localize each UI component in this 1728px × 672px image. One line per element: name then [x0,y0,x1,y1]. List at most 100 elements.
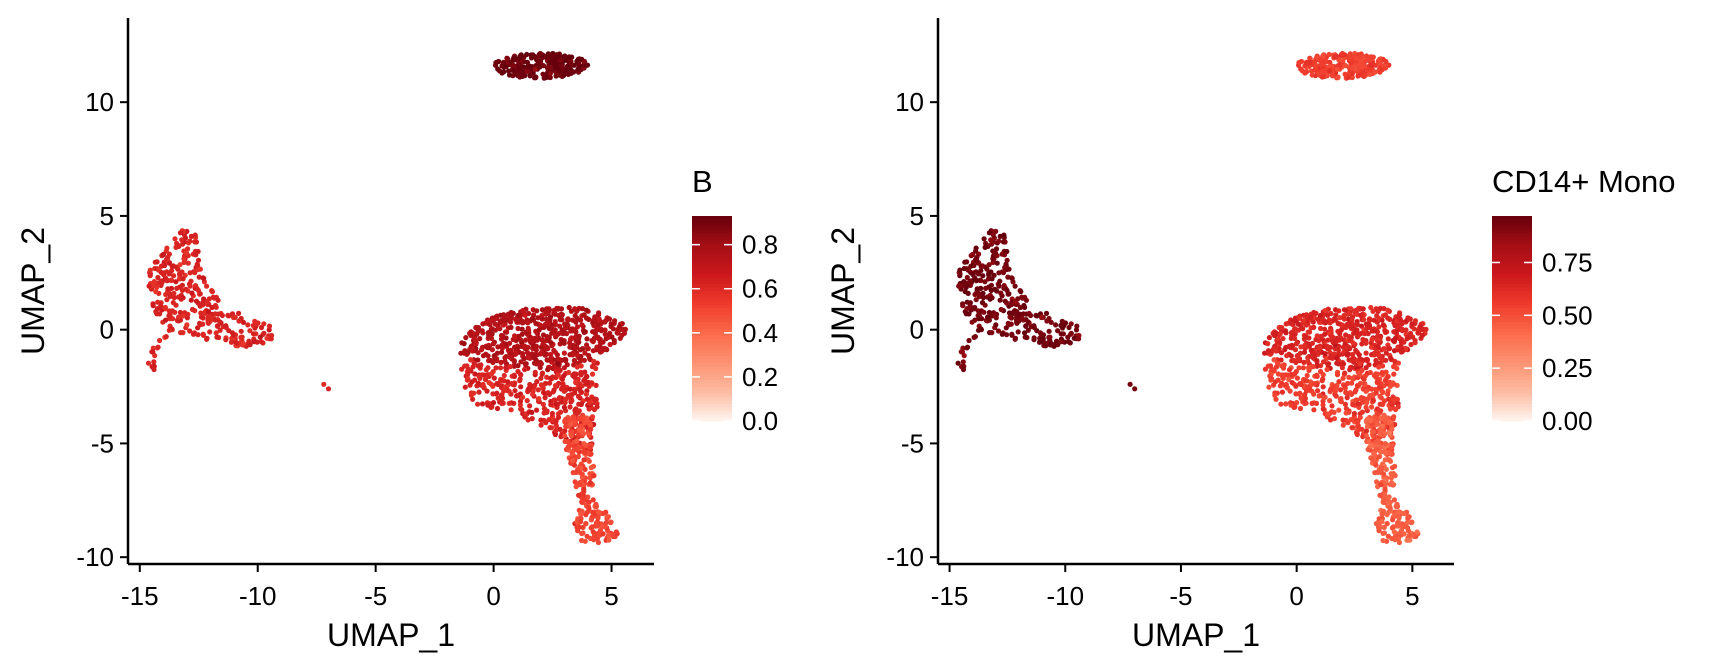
data-point [496,58,502,65]
data-point [1265,363,1271,369]
data-point [247,342,253,348]
colorbar-segment [692,287,732,292]
data-point [1370,308,1376,314]
data-point [511,358,517,364]
data-point [564,439,570,445]
cluster-top [1296,50,1392,81]
data-point [563,424,569,430]
colorbar-segment [1492,356,1532,361]
colorbar-segment [692,263,732,268]
data-point [1366,362,1372,368]
data-point [1348,306,1354,312]
colorbar-segment [1492,376,1532,381]
data-point [957,267,963,273]
data-point [996,283,1002,289]
data-point [1374,379,1380,385]
data-point [180,276,186,282]
data-point [1391,371,1397,377]
data-point [524,349,531,356]
data-point [1269,367,1275,373]
data-point [556,357,562,363]
data-point [1319,74,1325,80]
y-tick-label: -10 [886,542,924,572]
data-point [1411,326,1417,332]
data-point [167,293,173,300]
data-point [516,61,522,67]
data-point [524,51,530,58]
data-point [174,285,180,291]
data-point [1367,71,1373,77]
data-point [468,357,474,363]
data-point [554,305,560,311]
data-point [517,74,523,80]
data-point [1376,352,1382,358]
data-point [1373,462,1379,468]
data-point [966,337,972,344]
data-point [177,271,183,277]
data-point [204,283,210,289]
data-point [1360,306,1366,312]
data-point [502,358,508,364]
colorbar-tick-label: 0.25 [1542,353,1593,383]
data-point [491,375,497,381]
data-point [1285,372,1291,378]
data-point [598,328,604,334]
colorbar-segment [692,366,732,371]
data-point [1275,377,1281,383]
data-point [548,64,554,71]
data-point [574,524,580,531]
data-point [537,322,544,328]
data-point [1322,307,1328,314]
data-point [1334,66,1340,72]
data-point [522,343,528,349]
data-point [1369,428,1375,434]
data-point [1310,364,1316,370]
data-point [615,329,621,335]
data-point [1303,60,1310,66]
data-point [200,315,206,321]
data-point [538,57,544,64]
data-point [597,343,603,349]
data-point [1277,383,1283,389]
data-point [171,295,177,301]
data-point [1337,315,1343,321]
data-point [190,331,197,337]
colorbar-segment [1492,380,1532,385]
data-point [1325,411,1331,417]
colorbar-segment [1492,366,1532,371]
data-point [155,299,161,305]
data-point [540,401,546,407]
data-point [588,426,594,432]
data-point [1046,328,1052,334]
colorbar-segment [1492,407,1532,412]
data-point [1287,388,1293,394]
data-point [165,277,171,284]
data-point [481,372,487,378]
data-point [1382,457,1388,463]
data-point [527,339,534,345]
data-point [1343,410,1349,416]
colorbar-segment [692,335,732,340]
data-point [321,381,327,387]
data-point [609,532,615,538]
data-point [1409,321,1415,327]
data-point [580,524,586,531]
data-point [533,361,540,367]
data-point [257,334,263,340]
data-point [549,410,556,417]
data-point [210,294,216,300]
data-point [1372,350,1378,356]
data-point [1330,339,1336,345]
data-point [1012,283,1018,289]
colorbar-segment [1492,263,1532,268]
data-point [1368,304,1374,311]
data-point [591,406,598,413]
data-point [556,54,562,60]
data-point [964,306,970,312]
data-point [534,407,540,413]
data-point [1059,318,1065,324]
data-point [1340,375,1346,381]
data-point [524,68,530,74]
data-point [557,323,563,329]
data-point [574,438,580,444]
